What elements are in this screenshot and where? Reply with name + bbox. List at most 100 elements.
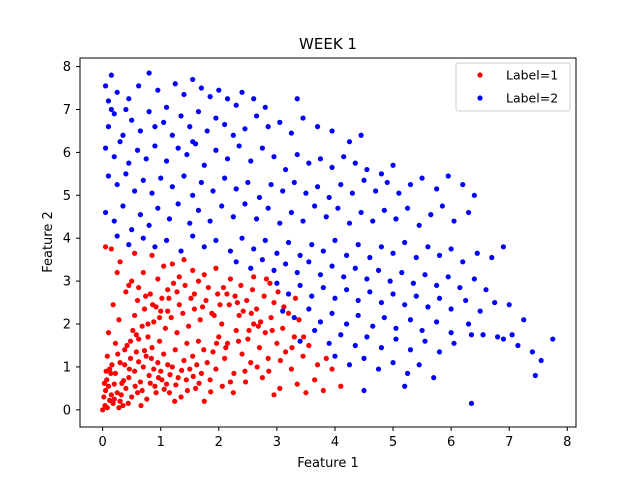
point-label-1-47 <box>181 357 187 364</box>
point-label-2-14 <box>216 87 222 93</box>
point-label-2-209 <box>413 293 419 299</box>
point-label-1-193 <box>111 396 117 402</box>
point-label-1-111 <box>274 340 280 346</box>
point-label-1-43 <box>139 323 145 329</box>
point-label-2-192 <box>434 282 440 289</box>
point-label-2-145 <box>152 244 158 250</box>
point-label-2-156 <box>285 239 292 246</box>
point-label-2-125 <box>277 220 283 226</box>
point-label-1-112 <box>271 299 277 306</box>
point-label-2-164 <box>378 244 385 250</box>
point-label-1-194 <box>118 392 124 398</box>
point-label-2-52 <box>152 143 158 149</box>
point-label-1-94 <box>140 269 146 276</box>
point-label-1-173 <box>269 327 275 334</box>
point-label-1-31 <box>143 353 149 359</box>
point-label-1-48 <box>178 394 184 400</box>
point-label-1-105 <box>244 297 250 304</box>
point-label-2-117 <box>187 220 193 226</box>
point-label-2-50 <box>134 147 141 153</box>
point-label-1-174 <box>281 304 287 310</box>
point-label-2-257 <box>390 360 396 366</box>
point-label-1-199 <box>155 375 162 381</box>
point-label-2-86 <box>222 175 228 181</box>
point-label-1-225 <box>199 304 206 310</box>
point-label-1-143 <box>251 274 257 280</box>
point-label-2-41 <box>300 115 306 121</box>
point-label-2-138 <box>428 212 434 218</box>
point-label-1-20 <box>134 390 141 396</box>
point-label-2-123 <box>253 216 260 222</box>
point-label-2-211 <box>436 295 443 301</box>
point-label-1-121 <box>267 280 273 286</box>
point-label-2-172 <box>474 250 480 256</box>
point-label-1-181 <box>188 295 194 301</box>
point-label-2-61 <box>248 158 254 164</box>
point-label-2-170 <box>448 246 454 252</box>
point-label-2-37 <box>253 113 260 119</box>
point-label-2-132 <box>358 209 364 216</box>
point-label-2-114 <box>155 205 161 211</box>
point-label-1-63 <box>204 360 210 366</box>
point-label-2-266 <box>108 106 114 113</box>
point-label-2-66 <box>306 160 312 166</box>
point-label-1-53 <box>168 314 174 321</box>
point-label-2-22 <box>120 132 126 138</box>
point-label-2-112 <box>137 212 143 218</box>
point-label-2-198 <box>285 291 292 297</box>
point-label-2-216 <box>506 302 512 308</box>
point-label-2-54 <box>175 145 181 151</box>
point-label-1-129 <box>314 362 321 368</box>
point-label-2-237 <box>312 327 318 334</box>
point-label-1-162 <box>138 402 144 409</box>
point-label-1-37 <box>130 327 136 334</box>
point-label-1-78 <box>126 282 132 289</box>
point-label-2-238 <box>326 340 332 346</box>
point-label-2-146 <box>163 237 170 243</box>
point-label-1-222 <box>174 289 180 295</box>
point-label-1-195 <box>125 400 131 406</box>
point-label-1-49 <box>162 325 168 331</box>
point-label-1-96 <box>248 360 254 366</box>
point-label-1-80 <box>224 340 231 346</box>
point-label-1-182 <box>176 302 182 308</box>
point-label-2-195 <box>471 276 477 282</box>
point-label-1-100 <box>253 306 260 312</box>
point-label-2-259 <box>416 362 422 368</box>
point-label-1-177 <box>263 276 270 282</box>
x-tick-label: 7 <box>505 435 513 450</box>
point-label-1-97 <box>232 293 238 299</box>
point-label-1-104 <box>259 375 265 381</box>
point-label-2-217 <box>280 308 286 314</box>
point-label-2-97 <box>349 190 355 196</box>
point-label-1-157 <box>148 355 155 361</box>
point-label-2-220 <box>317 319 324 325</box>
point-label-2-147 <box>178 248 184 254</box>
point-label-2-92 <box>291 179 297 186</box>
point-label-2-148 <box>190 233 196 239</box>
point-label-2-239 <box>338 332 344 338</box>
point-label-2-262 <box>361 387 367 394</box>
point-label-2-268 <box>190 139 196 145</box>
point-label-1-76 <box>219 321 225 327</box>
point-label-1-151 <box>117 360 123 366</box>
point-label-2-247 <box>451 340 457 346</box>
point-label-2-67 <box>317 156 324 162</box>
point-label-2-32 <box>204 128 210 134</box>
point-label-1-39 <box>145 334 151 340</box>
point-label-1-11 <box>111 381 117 387</box>
point-label-1-92 <box>242 368 248 374</box>
y-tick-label: 6 <box>63 146 71 161</box>
point-label-2-76 <box>123 171 129 177</box>
point-label-2-85 <box>210 188 216 194</box>
point-label-2-118 <box>195 207 202 213</box>
point-label-2-206 <box>378 299 385 306</box>
point-label-1-204 <box>184 387 191 394</box>
point-label-1-130 <box>320 387 326 394</box>
point-label-2-21 <box>111 111 117 117</box>
point-label-2-149 <box>201 244 207 250</box>
point-label-2-46 <box>102 145 109 151</box>
point-label-1-5 <box>101 394 107 400</box>
point-label-1-66 <box>159 295 165 301</box>
